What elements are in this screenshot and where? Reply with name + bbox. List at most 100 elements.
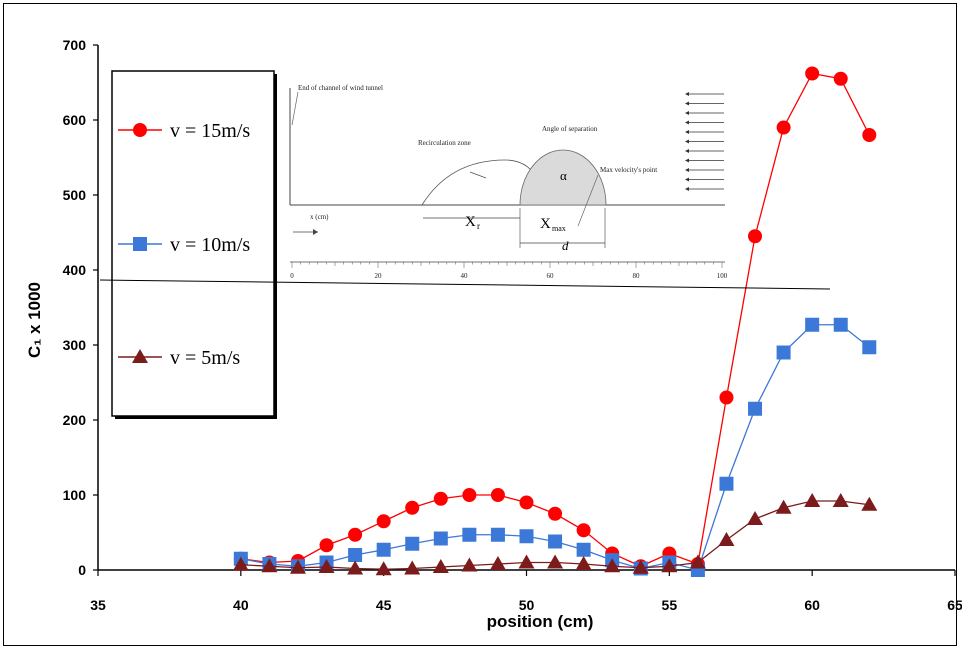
legend: v = 15m/s v = 10m/s v = 5m/s bbox=[111, 70, 277, 419]
y-tick-label: 700 bbox=[63, 37, 87, 53]
y-tick-label: 300 bbox=[63, 337, 87, 353]
data-point bbox=[404, 560, 421, 575]
inset-xr-label: X bbox=[465, 214, 476, 230]
series-line bbox=[240, 72, 870, 567]
data-point bbox=[804, 493, 821, 507]
data-point bbox=[489, 556, 506, 570]
inset-obstacle bbox=[519, 149, 607, 206]
inset-xmax-label: X bbox=[540, 216, 551, 232]
data-point bbox=[576, 542, 591, 557]
data-point bbox=[862, 128, 877, 142]
inset-x-arrowhead bbox=[313, 229, 318, 235]
data-point bbox=[832, 493, 849, 507]
inset-scale-label: 20 bbox=[375, 272, 383, 280]
x-tick-label: 60 bbox=[804, 597, 820, 613]
flow-arrowhead bbox=[685, 92, 689, 96]
data-point bbox=[575, 556, 592, 570]
data-point bbox=[348, 527, 363, 542]
data-point bbox=[689, 554, 706, 569]
flow-arrowhead bbox=[685, 158, 689, 163]
data-point bbox=[232, 556, 249, 571]
data-point bbox=[375, 561, 392, 576]
inset-xr-subscript: r bbox=[477, 221, 480, 231]
flow-arrowhead bbox=[685, 130, 689, 134]
legend-item: v = 5m/s bbox=[118, 347, 240, 369]
inset-x-axis-label: x (cm) bbox=[310, 213, 329, 221]
x-tick-label: 55 bbox=[662, 597, 678, 613]
overlay-line bbox=[99, 279, 831, 290]
data-point bbox=[776, 345, 791, 360]
y-tick-label: 400 bbox=[63, 262, 87, 278]
data-point bbox=[861, 496, 878, 511]
inset-scale-label: 0 bbox=[290, 272, 294, 280]
data-point bbox=[833, 317, 848, 332]
data-point bbox=[547, 554, 564, 569]
y-tick-label: 200 bbox=[63, 412, 87, 428]
flow-arrowhead bbox=[685, 139, 689, 144]
inset-flow-arrows bbox=[685, 92, 724, 191]
data-point bbox=[805, 66, 820, 81]
y-tick-label: 0 bbox=[78, 562, 86, 578]
x-tick-label: 50 bbox=[519, 597, 535, 613]
data-point bbox=[376, 542, 391, 557]
inset-wall-pointer bbox=[291, 91, 299, 126]
series-1 bbox=[233, 66, 877, 574]
data-point bbox=[776, 120, 791, 135]
data-point bbox=[604, 558, 621, 573]
data-point bbox=[376, 514, 391, 529]
legend-marker bbox=[133, 123, 147, 137]
x-tick-label: 45 bbox=[376, 597, 392, 613]
legend-label: v = 15m/s bbox=[170, 120, 250, 142]
inset-max-velocity-pointer bbox=[577, 174, 599, 227]
data-point bbox=[661, 558, 678, 573]
data-point bbox=[318, 559, 335, 573]
data-point bbox=[405, 536, 420, 551]
inset-angle-label: Angle of separation bbox=[542, 125, 598, 133]
inset-d-label: d bbox=[562, 238, 569, 253]
x-axis-title: position (cm) bbox=[487, 612, 594, 631]
data-point bbox=[433, 491, 448, 506]
inset-scale-ticks: 0 20 40 60 80 100 bbox=[290, 262, 728, 280]
flow-arrowhead bbox=[685, 101, 689, 106]
flow-arrowhead bbox=[685, 187, 689, 191]
y-tick-label: 100 bbox=[63, 487, 87, 503]
legend-item: v = 10m/s bbox=[118, 234, 250, 256]
data-point bbox=[748, 229, 763, 244]
flow-arrowhead bbox=[685, 177, 689, 182]
y-tick-label: 600 bbox=[63, 112, 87, 128]
chart-frame bbox=[3, 3, 957, 646]
data-point bbox=[347, 560, 364, 575]
series-3 bbox=[232, 493, 878, 576]
data-point bbox=[548, 534, 563, 549]
data-point bbox=[862, 340, 877, 355]
data-point bbox=[490, 488, 505, 502]
data-point bbox=[548, 506, 563, 521]
inset-recirculation-arrow bbox=[469, 171, 487, 179]
flow-arrowhead bbox=[685, 120, 689, 125]
inset-xmax-subscript: max bbox=[552, 224, 566, 233]
legend-items: v = 15m/s v = 10m/s v = 5m/s bbox=[118, 120, 250, 369]
inset-diagram: End of channel of wind tunnel Recirculat… bbox=[289, 84, 728, 280]
data-point bbox=[775, 499, 792, 514]
data-point bbox=[719, 476, 734, 491]
series-2 bbox=[233, 317, 877, 577]
data-point bbox=[289, 559, 306, 574]
inset-end-channel-label: End of channel of wind tunnel bbox=[298, 84, 383, 92]
data-point bbox=[461, 557, 478, 572]
data-point bbox=[519, 529, 534, 544]
legend-item: v = 15m/s bbox=[118, 120, 250, 142]
data-point bbox=[348, 548, 363, 562]
data-point bbox=[490, 527, 505, 542]
data-point bbox=[433, 531, 448, 546]
data-point bbox=[518, 554, 535, 569]
y-ticks: 0 100 200 300 400 500 600 700 bbox=[63, 37, 98, 578]
y-tick-label: 500 bbox=[63, 187, 87, 203]
x-ticks: 35 40 45 50 55 60 65 bbox=[90, 570, 962, 613]
legend-label: v = 5m/s bbox=[170, 347, 240, 369]
data-point bbox=[718, 532, 735, 546]
legend-label: v = 10m/s bbox=[170, 234, 250, 256]
flow-arrowhead bbox=[685, 149, 689, 153]
data-point bbox=[462, 488, 477, 502]
inset-scale-label: 60 bbox=[547, 272, 555, 280]
